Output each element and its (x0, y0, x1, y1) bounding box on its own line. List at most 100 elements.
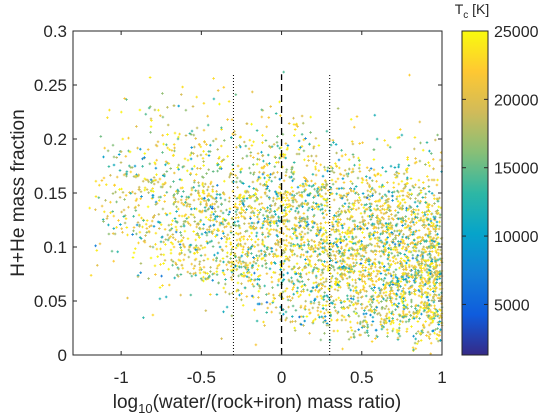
scatter-point (352, 155, 355, 159)
scatter-point (413, 293, 417, 296)
scatter-point (189, 153, 192, 157)
scatter-point (242, 245, 245, 249)
scatter-point (152, 225, 156, 228)
scatter-point (423, 213, 427, 217)
scatter-point (235, 297, 238, 301)
scatter-point (256, 268, 259, 271)
scatter-point (248, 166, 251, 170)
scatter-point (394, 209, 397, 212)
scatter-point (388, 243, 391, 247)
scatter-point (292, 286, 295, 289)
scatter-point (434, 138, 437, 142)
scatter-point (306, 201, 310, 205)
scatter-point (435, 237, 438, 241)
scatter-point (172, 245, 176, 249)
scatter-point (371, 179, 374, 182)
scatter-point (369, 195, 372, 198)
scatter-point (242, 194, 246, 198)
scatter-point (282, 262, 285, 265)
scatter-point (337, 296, 340, 300)
scatter-point (425, 216, 429, 220)
scatter-point (256, 179, 259, 183)
scatter-point (316, 255, 319, 258)
scatter-point (382, 269, 386, 272)
scatter-point (432, 222, 435, 226)
scatter-point (436, 212, 439, 215)
scatter-point (204, 309, 208, 312)
scatter-point (128, 164, 131, 168)
scatter-point (324, 265, 327, 268)
scatter-point (226, 268, 229, 271)
scatter-point (349, 118, 353, 121)
scatter-point (132, 215, 135, 218)
scatter-point (417, 186, 421, 189)
scatter-point (173, 146, 176, 150)
x-axis-label-rest: (water/(rock+iron) mass ratio) (153, 392, 402, 413)
scatter-point (97, 196, 101, 199)
scatter-point (373, 249, 377, 252)
scatter-point (360, 240, 363, 243)
scatter-point (220, 144, 223, 148)
scatter-point (140, 216, 143, 220)
scatter-point (269, 209, 273, 213)
scatter-point (109, 200, 112, 204)
scatter-point (424, 163, 427, 166)
scatter-point (241, 248, 245, 251)
scatter-point (311, 225, 315, 229)
scatter-point (409, 242, 412, 245)
scatter-point (428, 337, 431, 340)
x-axis-label-sub: 10 (138, 401, 152, 416)
scatter-point (307, 246, 311, 250)
scatter-point (419, 284, 423, 287)
scatter-point (271, 172, 274, 176)
scatter-point (234, 210, 238, 214)
scatter-point (178, 259, 182, 262)
scatter-point (302, 241, 306, 244)
scatter-point (278, 231, 282, 234)
scatter-point (353, 187, 356, 191)
scatter-point (309, 131, 312, 134)
scatter-point (297, 191, 301, 194)
scatter-point (399, 319, 402, 323)
scatter-point (362, 286, 366, 289)
scatter-point (273, 176, 277, 179)
scatter-point (223, 235, 226, 238)
scatter-point (429, 341, 433, 345)
scatter-point (270, 145, 274, 148)
scatter-point (251, 283, 254, 286)
scatter-point (374, 328, 378, 332)
scatter-point (321, 174, 325, 178)
scatter-point (351, 167, 355, 171)
scatter-point (335, 151, 338, 155)
scatter-point (168, 283, 171, 287)
scatter-point (225, 255, 229, 258)
scatter-point (248, 278, 252, 282)
scatter-point (255, 234, 258, 238)
scatter-point (420, 250, 424, 254)
scatter-point (346, 228, 350, 232)
scatter-point (390, 303, 394, 307)
scatter-point (361, 264, 365, 267)
scatter-point (364, 266, 368, 269)
scatter-point (165, 170, 169, 173)
scatter-point (387, 271, 390, 275)
scatter-point (325, 201, 329, 204)
scatter-point (433, 228, 437, 231)
scatter-point (432, 194, 436, 197)
scatter-point (348, 283, 351, 287)
scatter-point (341, 204, 344, 208)
scatter-point (204, 231, 207, 234)
scatter-point (119, 161, 123, 164)
scatter-point (303, 202, 306, 205)
scatter-point (285, 244, 289, 248)
scatter-point (321, 183, 324, 186)
scatter-point (385, 194, 388, 198)
scatter-point (353, 269, 356, 273)
scatter-point (428, 333, 432, 336)
scatter-point (436, 339, 440, 343)
scatter-point (350, 208, 353, 211)
scatter-point (295, 272, 298, 275)
scatter-point (204, 153, 208, 156)
scatter-point (379, 254, 383, 258)
scatter-point (338, 207, 341, 211)
